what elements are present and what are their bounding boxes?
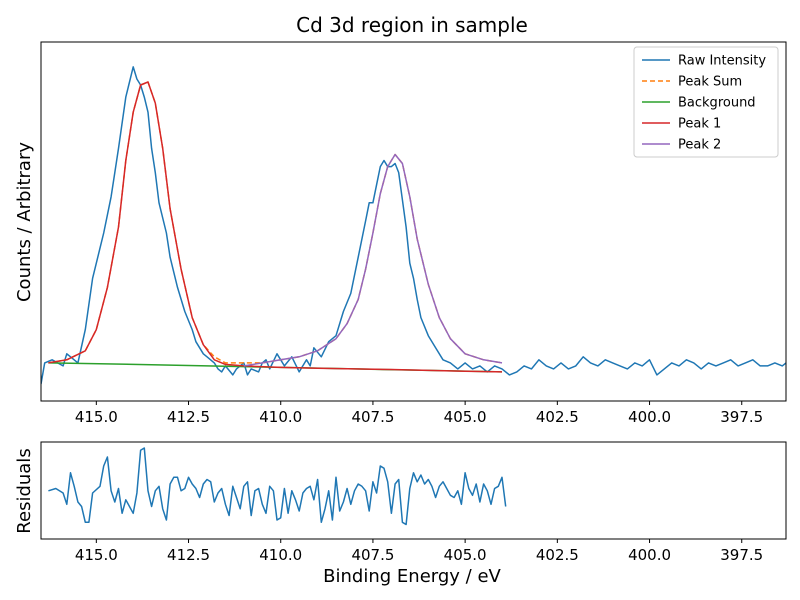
peak-sum-line xyxy=(48,81,503,364)
x-tick-label: 407.5 xyxy=(351,546,394,564)
x-axis-ticks: 415.0 412.5 410.0 407.5 405.0 402.5 400.0 397.5 xyxy=(75,401,763,426)
x-tick-label: 397.5 xyxy=(720,546,763,564)
x-tick-label: 415.0 xyxy=(75,546,118,564)
x-tick-label: 410.0 xyxy=(259,546,302,564)
peak-1-line xyxy=(48,81,503,373)
legend: Raw Intensity Peak Sum Background Peak 1 Pea… xyxy=(633,46,779,158)
spectrum-plot-area: 415.0 412.5 410.0 407.5 405.0 402.5 400.0 397.5 xyxy=(40,41,787,426)
residuals-line xyxy=(48,447,507,526)
spectrum-chart: Cd 3d region in sample Counts / Arbitrar… xyxy=(14,13,787,426)
legend-label-raw-intensity: Raw Intensity xyxy=(678,54,766,69)
x-tick-label: 405.0 xyxy=(444,546,487,564)
legend-label-background: Background xyxy=(678,96,756,111)
chart-title: Cd 3d region in sample xyxy=(296,13,528,37)
x-tick-label: 400.0 xyxy=(628,546,671,564)
x-axis-label: Binding Energy / eV xyxy=(323,566,501,587)
peak-2-line xyxy=(243,153,503,367)
x-tick-label: 407.5 xyxy=(351,408,394,426)
x-tick-label: 405.0 xyxy=(444,408,487,426)
residuals-frame xyxy=(40,441,787,540)
x-tick-label: 397.5 xyxy=(720,408,763,426)
residuals-axis-label: Residuals xyxy=(14,448,35,533)
x-tick-label: 415.0 xyxy=(75,408,118,426)
x-tick-label: 410.0 xyxy=(259,408,302,426)
x-tick-label: 400.0 xyxy=(628,408,671,426)
legend-label-peak-sum: Peak Sum xyxy=(678,75,742,90)
residuals-x-axis-ticks: 415.0 412.5 410.0 407.5 405.0 402.5 400.0 397.5 xyxy=(75,539,763,564)
legend-label-peak-2: Peak 2 xyxy=(678,138,721,153)
x-tick-label: 412.5 xyxy=(167,408,210,426)
legend-frame xyxy=(633,46,779,158)
legend-label-peak-1: Peak 1 xyxy=(678,117,721,132)
residuals-chart: Residuals Binding Energy / eV 415.0 412.5… xyxy=(14,441,787,587)
x-tick-label: 402.5 xyxy=(536,546,579,564)
y-axis-label: Counts / Arbitrary xyxy=(14,142,35,302)
plot-frame xyxy=(40,41,787,402)
residuals-plot-area: 415.0 412.5 410.0 407.5 405.0 402.5 400.0 397.5 xyxy=(40,441,787,564)
raw-intensity-line xyxy=(41,66,786,385)
x-tick-label: 412.5 xyxy=(167,546,210,564)
x-tick-label: 402.5 xyxy=(536,408,579,426)
